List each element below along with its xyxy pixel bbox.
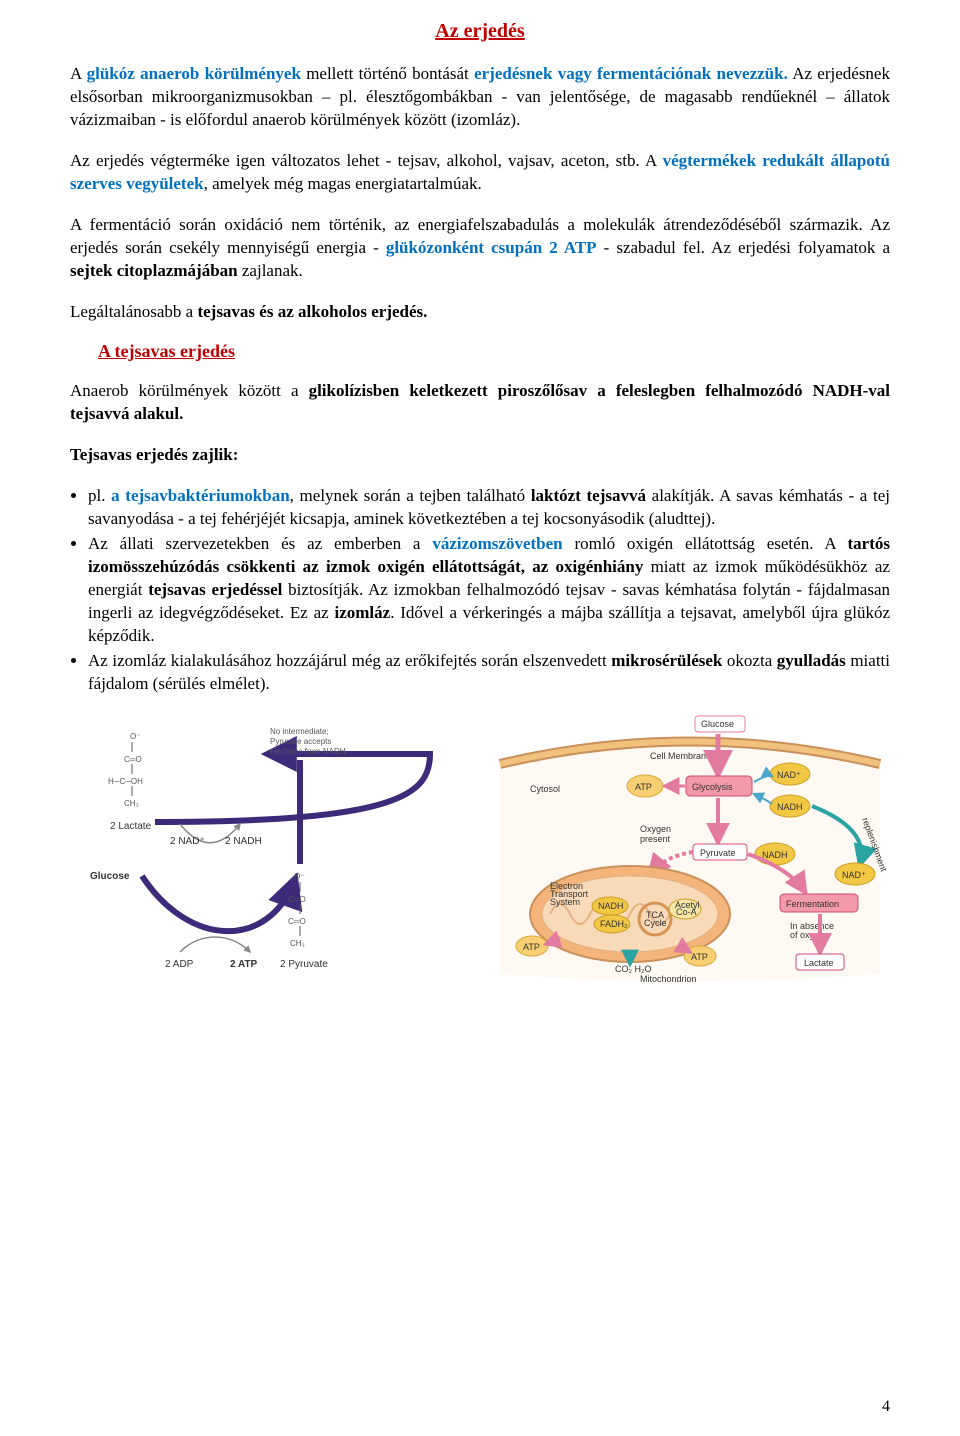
- atp-label: 2 ATP: [230, 959, 258, 970]
- heading-tejsavas: A tejsavas erjedés: [70, 341, 890, 362]
- paragraph-list-intro: Tejsavas erjedés zajlik:: [70, 444, 890, 467]
- nadp-label: NAD⁺: [777, 770, 801, 780]
- text: glükózonként csupán 2 ATP: [386, 238, 597, 257]
- noox-label: In absenceof oxygen: [790, 921, 834, 940]
- text: Az erjedés végterméke igen változatos le…: [70, 151, 663, 170]
- mito-nadh-label: NADH: [598, 901, 624, 911]
- paragraph-products: Az erjedés végterméke igen változatos le…: [70, 150, 890, 196]
- nadp-label: 2 NAD⁺: [170, 836, 205, 847]
- text: a tejsavbaktériumokban: [111, 486, 290, 505]
- text: zajlanak.: [238, 261, 303, 280]
- bullet-list: pl. a tejsavbaktériumokban, melynek sorá…: [70, 485, 890, 695]
- text: mellett történő bontását: [301, 64, 474, 83]
- paragraph-intro: A glükóz anaerob körülmények mellett tör…: [70, 63, 890, 132]
- figure-row: O⁻ C═O H─C─OH CH₃ 2 Lactate Glucose: [70, 714, 890, 984]
- nadh-label2: NADH: [762, 850, 788, 860]
- svg-text:C═O: C═O: [288, 895, 306, 904]
- svg-text:C═O: C═O: [124, 755, 142, 764]
- text: mikrosérülések: [611, 651, 722, 670]
- paragraph-glycolysis: Anaerob körülmények között a glikolízisb…: [70, 380, 890, 426]
- text: okozta: [722, 651, 776, 670]
- cell-metabolism-svg: Cell Membrane Cytosol Glucose Glycolysis…: [490, 714, 890, 984]
- text: tejsavas és az alkoholos erjedés.: [197, 302, 427, 321]
- text: gyulladás: [777, 651, 846, 670]
- text: tejsavas erjedéssel: [148, 580, 282, 599]
- svg-text:O⁻: O⁻: [130, 732, 140, 741]
- text: romló oxigén ellátottság esetén. A: [563, 534, 848, 553]
- note-text: Pyruvate accepts: [270, 737, 331, 746]
- text: glükóz anaerob körülmények: [87, 64, 301, 83]
- paragraph-common: Legáltalánosabb a tejsavas és az alkohol…: [70, 301, 890, 324]
- figure-lactate-pathway: O⁻ C═O H─C─OH CH₃ 2 Lactate Glucose: [70, 714, 470, 984]
- adp-label: 2 ADP: [165, 959, 194, 970]
- page-title: Az erjedés: [70, 20, 890, 43]
- svg-text:CH₃: CH₃: [124, 799, 139, 808]
- adp-arc: [180, 937, 250, 952]
- glucose-label: Glucose: [90, 871, 130, 882]
- glucose-label: Glucose: [701, 719, 734, 729]
- text: pl.: [88, 486, 111, 505]
- svg-text:O⁻: O⁻: [294, 872, 304, 881]
- pyruvate-label: 2 Pyruvate: [280, 959, 328, 970]
- lactate-pathway-svg: O⁻ C═O H─C─OH CH₃ 2 Lactate Glucose: [70, 714, 470, 984]
- acetyl-label: AcetylCo-A: [675, 900, 700, 917]
- text: Az izomláz kialakulásához hozzájárul még…: [88, 651, 611, 670]
- cytosol-label: Cytosol: [530, 784, 560, 794]
- nadp-label2: NAD⁺: [842, 870, 866, 880]
- text: vázizomszövetben: [432, 534, 562, 553]
- mito-fadh-label: FADH₂: [600, 919, 628, 929]
- glycolysis-label: Glycolysis: [692, 782, 733, 792]
- nadh-label: 2 NADH: [225, 836, 262, 847]
- svg-text:H─C─OH: H─C─OH: [108, 777, 143, 786]
- tca-label: TCACycle: [644, 910, 667, 928]
- atp-label: ATP: [635, 782, 652, 792]
- fermentation-label: Fermentation: [786, 899, 839, 909]
- co2-label: CO₂ H₂O: [615, 964, 652, 974]
- main-arrow: [142, 876, 295, 931]
- list-item: pl. a tejsavbaktériumokban, melynek sorá…: [88, 485, 890, 531]
- text: laktózt tejsavvá: [531, 486, 646, 505]
- figure-cell-metabolism: Cell Membrane Cytosol Glucose Glycolysis…: [490, 714, 890, 984]
- list-item: Az állati szervezetekben és az emberben …: [88, 533, 890, 648]
- text: erjedésnek vagy fermentációnak nevezzük.: [474, 64, 788, 83]
- nadh-label: NADH: [777, 802, 803, 812]
- oxygen-label: Oxygen present: [640, 824, 674, 844]
- svg-text:C═O: C═O: [288, 917, 306, 926]
- text: Az állati szervezetekben és az emberben …: [88, 534, 432, 553]
- list-item: Az izomláz kialakulásához hozzájárul még…: [88, 650, 890, 696]
- text: , amelyek még magas energiatartalmúak.: [204, 174, 482, 193]
- mito-label: Mitochondrion: [640, 974, 697, 984]
- atp-label2: ATP: [523, 942, 540, 952]
- text: - szabadul fel. Az erjedési folyamatok a: [597, 238, 890, 257]
- note-text: electrons from NADH: [270, 747, 346, 756]
- paragraph-energy: A fermentáció során oxidáció nem történi…: [70, 214, 890, 283]
- text: , melynek során a tejben található: [290, 486, 531, 505]
- text: Anaerob körülmények között a: [70, 381, 309, 400]
- svg-text:CH₃: CH₃: [290, 939, 305, 948]
- text: Legáltalánosabb a: [70, 302, 197, 321]
- lactate-label: Lactate: [804, 958, 834, 968]
- text: sejtek citoplazmájában: [70, 261, 238, 280]
- note-text: No intermediate;: [270, 727, 329, 736]
- lactate-structure: O⁻ C═O H─C─OH CH₃: [108, 732, 143, 808]
- loop-arrow-top: [155, 754, 430, 822]
- text: A: [70, 64, 87, 83]
- atp-label3: ATP: [691, 952, 708, 962]
- pyruvate-label: Pyruvate: [700, 848, 736, 858]
- lactate-label: 2 Lactate: [110, 821, 152, 832]
- text: izomláz: [335, 603, 391, 622]
- page-number: 4: [882, 1398, 890, 1416]
- cell-membrane-label: Cell Membrane: [650, 751, 711, 761]
